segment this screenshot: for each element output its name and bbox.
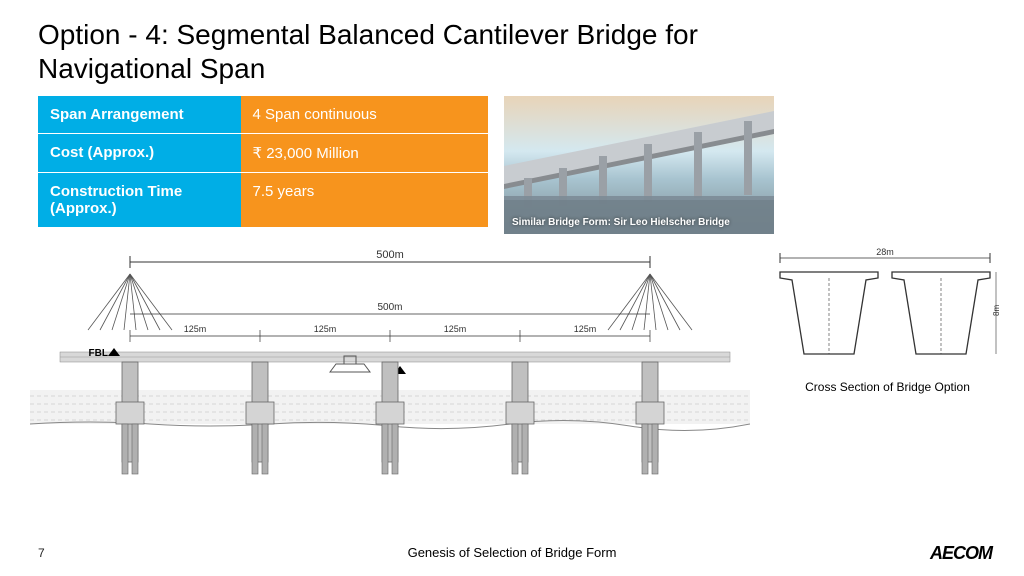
table-row: Construction Time (Approx.) 7.5 years: [38, 173, 488, 228]
time-label: Construction Time (Approx.): [38, 173, 241, 228]
svg-text:125m: 125m: [574, 324, 597, 334]
cross-section-caption: Cross Section of Bridge Option: [800, 380, 975, 394]
table-row: Cost (Approx.) ₹ 23,000 Million: [38, 134, 488, 173]
span-value: 4 Span continuous: [241, 96, 489, 134]
time-value: 7.5 years: [241, 173, 489, 228]
svg-text:125m: 125m: [184, 324, 207, 334]
svg-text:28m: 28m: [876, 247, 894, 257]
svg-text:125m: 125m: [444, 324, 467, 334]
info-table: Span Arrangement 4 Span continuous Cost …: [38, 96, 488, 228]
svg-text:500m: 500m: [376, 249, 404, 261]
svg-text:125m: 125m: [314, 324, 337, 334]
slide-title: Option - 4: Segmental Balanced Cantileve…: [38, 18, 838, 85]
svg-text:8m: 8m: [992, 305, 1000, 316]
cost-label: Cost (Approx.): [38, 134, 241, 173]
footer-text: Genesis of Selection of Bridge Form: [0, 545, 1024, 560]
elevation-diagram: 500m 500m 125m 125m 125m 125m FBL: [30, 244, 750, 514]
bridge-photo: Similar Bridge Form: Sir Leo Hielscher B…: [504, 96, 774, 234]
cost-value: ₹ 23,000 Million: [241, 134, 489, 173]
table-row: Span Arrangement 4 Span continuous: [38, 96, 488, 134]
svg-text:500m: 500m: [377, 302, 402, 313]
span-label: Span Arrangement: [38, 96, 241, 134]
photo-caption: Similar Bridge Form: Sir Leo Hielscher B…: [512, 217, 730, 228]
aecom-logo: AECOM: [930, 543, 992, 564]
svg-text:FBL: FBL: [89, 348, 108, 359]
